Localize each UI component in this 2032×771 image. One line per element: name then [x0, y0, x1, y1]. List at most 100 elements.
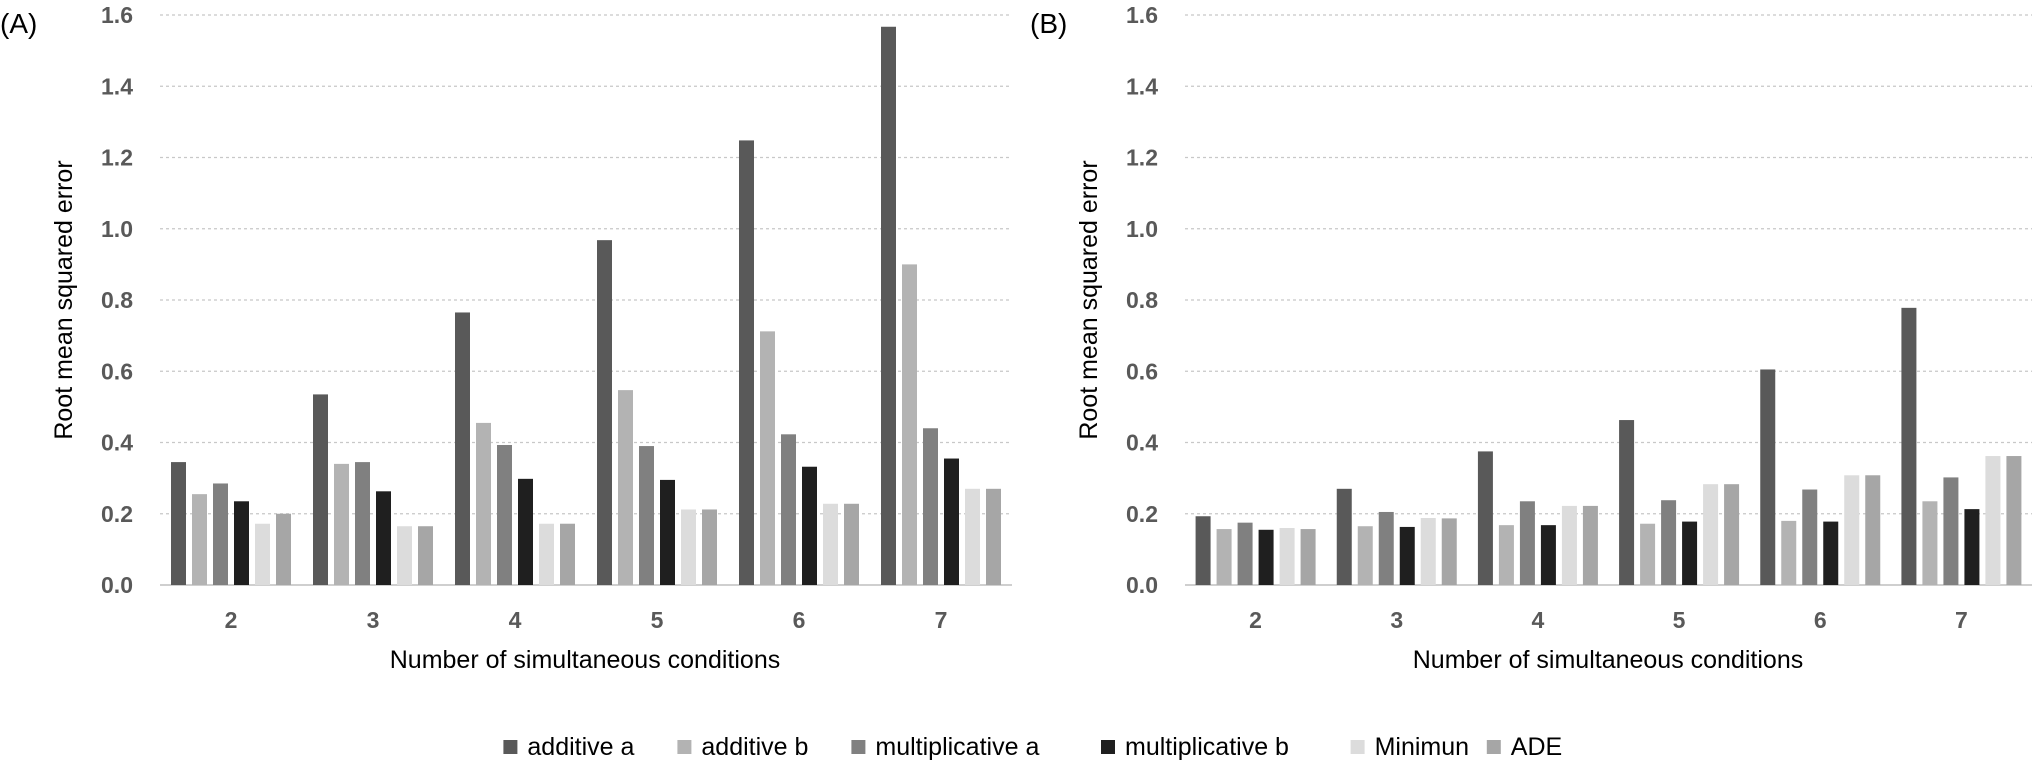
- x-tick-label: 5: [651, 607, 664, 633]
- legend-label: ADE: [1511, 733, 1562, 761]
- bar-additive-a: [455, 312, 470, 585]
- y-tick-label: 1.4: [1126, 73, 1158, 99]
- bar-ade: [1724, 484, 1740, 585]
- bar-minimun: [539, 523, 554, 585]
- bar-multiplicative-a: [1378, 511, 1394, 585]
- bar-multiplicative-b: [660, 479, 675, 585]
- x-tick-label: 5: [1673, 607, 1686, 633]
- bar-ade: [1582, 505, 1598, 585]
- bar-additive-a: [881, 26, 896, 586]
- y-axis-title: Root mean squared error: [50, 160, 78, 439]
- bar-multiplicative-a: [1661, 500, 1677, 585]
- bar-multiplicative-b: [1399, 526, 1415, 585]
- bar-multiplicative-a: [1519, 501, 1535, 585]
- bar-additive-b: [618, 390, 633, 585]
- x-axis-title: Number of simultaneous conditions: [1413, 646, 1803, 674]
- bar-ade: [844, 503, 859, 585]
- bar-multiplicative-b: [802, 466, 817, 585]
- y-tick-label: 0.0: [1126, 572, 1158, 598]
- bar-additive-b: [334, 463, 349, 585]
- bar-ade: [1865, 475, 1881, 585]
- y-tick-label: 0.8: [101, 287, 133, 313]
- legend-swatch: [1350, 740, 1365, 754]
- y-tick-label: 1.0: [101, 216, 133, 242]
- bar-ade: [418, 526, 433, 585]
- y-tick-label: 0.2: [101, 501, 133, 527]
- bar-multiplicative-a: [781, 434, 796, 585]
- bar-multiplicative-b: [1682, 521, 1698, 585]
- bar-additive-a: [739, 140, 754, 585]
- y-tick-label: 1.2: [101, 145, 133, 171]
- bar-additive-b: [902, 264, 917, 585]
- legend-swatch: [1486, 740, 1501, 754]
- bar-multiplicative-b: [376, 491, 391, 585]
- bar-additive-a: [597, 240, 612, 585]
- legend-label: Minimun: [1375, 733, 1469, 761]
- bar-additive-a: [1760, 369, 1776, 585]
- bar-multiplicative-a: [923, 428, 938, 585]
- bar-ade: [2006, 456, 2022, 585]
- bar-multiplicative-a: [1943, 477, 1959, 585]
- bar-additive-b: [1640, 523, 1656, 585]
- bar-additive-a: [1195, 516, 1211, 585]
- legend-label: multiplicative b: [1125, 733, 1289, 761]
- bar-minimun: [1985, 456, 2001, 585]
- y-tick-label: 0.4: [101, 430, 133, 456]
- bar-ade: [560, 523, 575, 585]
- panel-label: (B): [1030, 8, 1067, 39]
- y-tick-label: 0.0: [101, 572, 133, 598]
- bar-minimun: [1420, 518, 1436, 585]
- bar-multiplicative-b: [1258, 529, 1274, 585]
- legend-swatch: [503, 740, 518, 754]
- bar-minimun: [255, 523, 270, 585]
- y-tick-label: 0.6: [101, 358, 133, 384]
- bar-additive-a: [1477, 451, 1493, 585]
- bar-additive-b: [1216, 529, 1232, 585]
- x-tick-label: 2: [1249, 607, 1262, 633]
- bar-ade: [1441, 518, 1457, 585]
- x-tick-label: 3: [367, 607, 380, 633]
- bar-minimun: [1844, 475, 1860, 585]
- bar-ade: [702, 509, 717, 585]
- bar-multiplicative-b: [518, 478, 533, 585]
- bar-additive-a: [1336, 488, 1352, 585]
- bar-minimun: [823, 503, 838, 585]
- x-axis-title: Number of simultaneous conditions: [390, 646, 780, 674]
- bar-minimun: [1561, 505, 1577, 585]
- bar-additive-b: [1498, 525, 1514, 585]
- bar-additive-a: [1619, 420, 1635, 585]
- x-tick-label: 4: [509, 607, 522, 633]
- bar-multiplicative-b: [944, 458, 959, 585]
- x-tick-label: 4: [1532, 607, 1545, 633]
- bar-minimun: [397, 526, 412, 585]
- x-tick-label: 6: [1814, 607, 1827, 633]
- x-tick-label: 7: [935, 607, 948, 633]
- legend-label: multiplicative a: [875, 733, 1039, 761]
- y-tick-label: 0.4: [1126, 430, 1158, 456]
- legend-swatch: [677, 740, 692, 754]
- y-tick-label: 1.0: [1126, 216, 1158, 242]
- bar-multiplicative-b: [234, 501, 249, 585]
- x-tick-label: 3: [1390, 607, 1403, 633]
- x-tick-label: 2: [225, 607, 238, 633]
- bar-ade: [1300, 529, 1316, 585]
- bar-multiplicative-b: [1964, 509, 1980, 585]
- x-tick-label: 6: [793, 607, 806, 633]
- y-tick-label: 1.6: [1126, 2, 1158, 28]
- bar-multiplicative-b: [1823, 521, 1839, 585]
- y-tick-label: 0.8: [1126, 287, 1158, 313]
- panel-label: (A): [0, 8, 37, 39]
- bar-multiplicative-a: [639, 446, 654, 585]
- bar-multiplicative-a: [355, 462, 370, 585]
- bar-multiplicative-a: [497, 444, 512, 585]
- legend-label: additive a: [527, 733, 634, 761]
- bar-additive-b: [192, 494, 207, 585]
- bar-minimun: [1279, 528, 1295, 585]
- bar-additive-a: [313, 394, 328, 585]
- bar-minimun: [1703, 484, 1719, 585]
- bar-ade: [276, 513, 291, 585]
- bar-ade: [986, 488, 1001, 585]
- y-tick-label: 0.2: [1126, 501, 1158, 527]
